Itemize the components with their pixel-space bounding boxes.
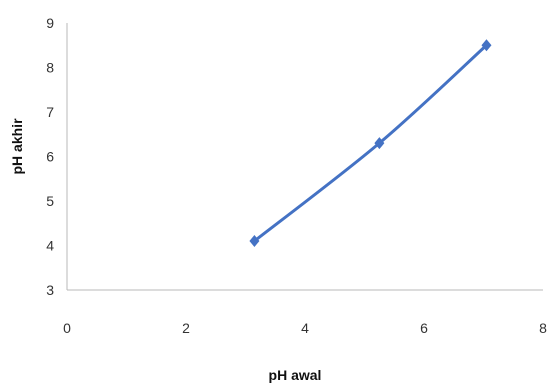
y-tick-label: 8 xyxy=(46,60,54,76)
x-tick-label: 4 xyxy=(301,320,309,336)
x-tick-label: 8 xyxy=(539,320,547,336)
plot-area xyxy=(249,39,492,248)
data-point-marker xyxy=(374,137,385,150)
y-tick-label: 6 xyxy=(46,149,54,165)
y-tick-labels: 3 4 5 6 7 8 9 xyxy=(46,15,54,298)
data-point-marker xyxy=(249,235,260,248)
y-axis: 3 4 5 6 7 8 9 xyxy=(46,15,68,298)
series-line xyxy=(252,43,488,243)
x-axis: 0 2 4 6 8 xyxy=(63,289,547,336)
x-tick-label: 6 xyxy=(420,320,428,336)
y-tick-label: 3 xyxy=(46,282,54,298)
y-tick-label: 9 xyxy=(46,15,54,31)
y-tick-label: 5 xyxy=(46,193,54,209)
x-axis-title: pH awal xyxy=(269,367,322,383)
data-point-marker xyxy=(481,39,492,52)
y-tick-label: 7 xyxy=(46,104,54,120)
y-tick-label: 4 xyxy=(46,238,54,254)
x-tick-label: 0 xyxy=(63,320,71,336)
x-tick-label: 2 xyxy=(182,320,190,336)
y-axis-title: pH akhir xyxy=(9,118,25,175)
x-tick-labels: 0 2 4 6 8 xyxy=(63,320,547,336)
